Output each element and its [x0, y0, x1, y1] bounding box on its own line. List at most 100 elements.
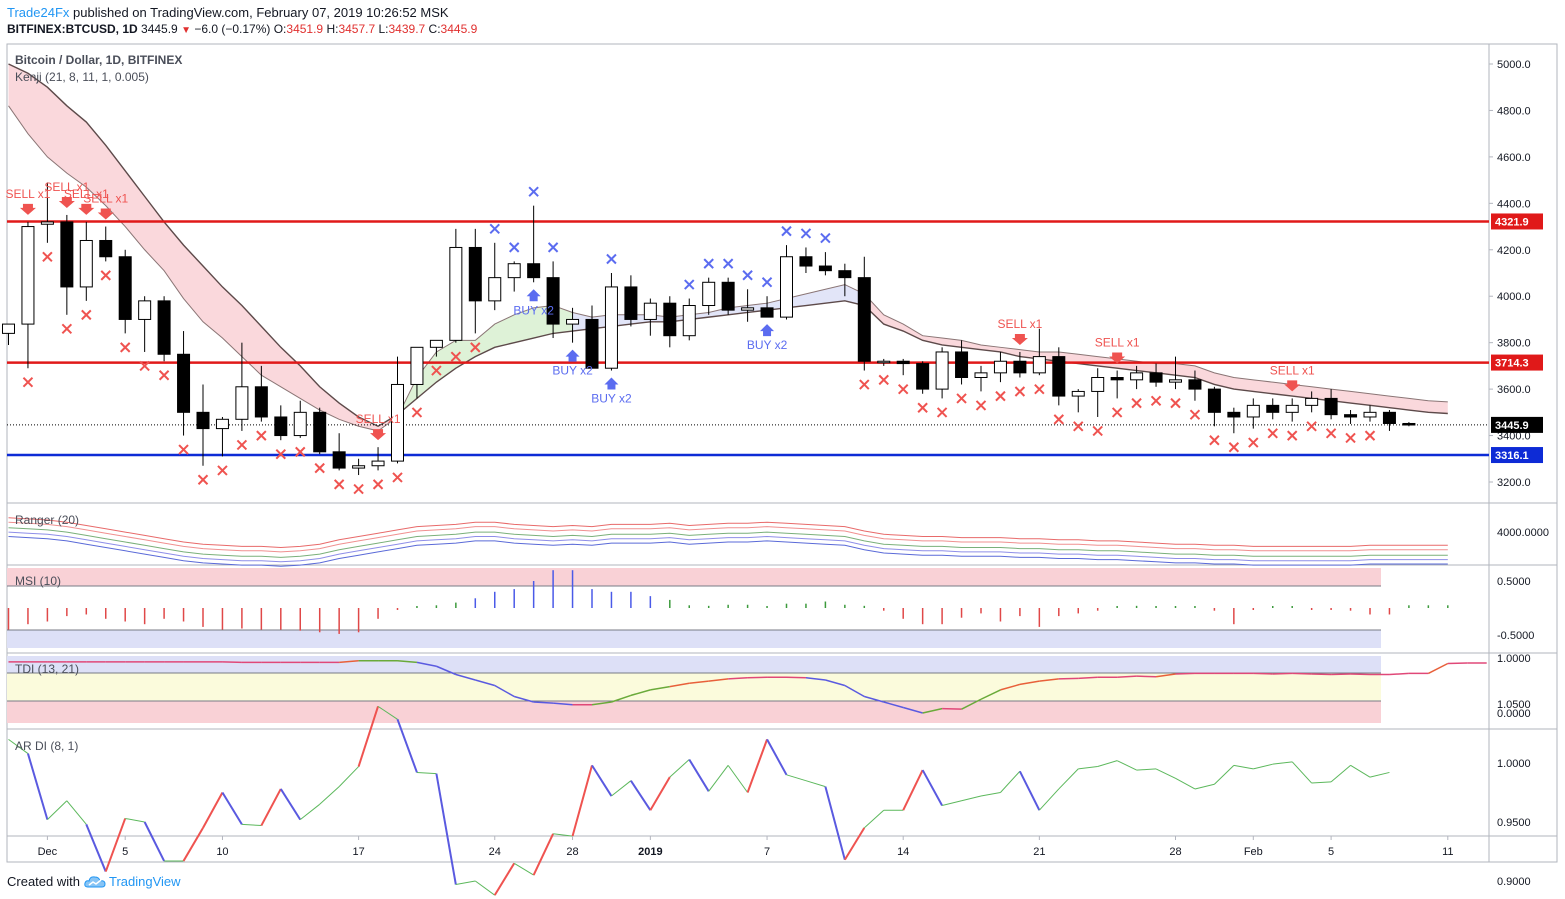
sell-arrow-icon	[1011, 333, 1028, 345]
bearish-candle	[818, 265, 832, 272]
price-pane[interactable]: 5000.0 4800.0 4600.0 4400.0 4200.0 4000.0 3800…	[2, 53, 1544, 495]
price-tick-label: 3800.0	[1497, 338, 1531, 350]
ardi-line-segment	[630, 780, 652, 811]
tdi-tick-label: 0.0000	[1497, 708, 1531, 720]
close-label: C:	[428, 22, 441, 36]
ranger-band-1	[8, 517, 1448, 549]
bullish-candle	[643, 302, 657, 320]
ardi-line-segment	[241, 823, 262, 827]
price-tick-label: 3600.0	[1497, 384, 1531, 396]
close-value: 3445.9	[440, 22, 478, 36]
kenji-cloud-bearish	[8, 64, 398, 431]
publisher-line: Trade24Fx published on TradingView.com, …	[7, 5, 449, 20]
bullish-candle	[1246, 404, 1260, 418]
bearish-candle	[1052, 356, 1066, 397]
bullish-candle	[371, 460, 385, 467]
tdi-line-segment	[416, 661, 437, 667]
sell-signal-label: SELL x1	[83, 192, 128, 206]
sell-stop-cross	[353, 483, 364, 495]
sell-stop-cross	[392, 472, 403, 483]
ardi-line-segment	[766, 738, 788, 776]
ardi-line-segment	[279, 788, 302, 821]
bearish-candle	[663, 302, 677, 337]
time-tick-label: 28	[566, 846, 578, 858]
price-tick-label: 4000.0	[1497, 291, 1531, 303]
sell-stop-cross	[1189, 409, 1201, 420]
tdi-line-segment	[902, 706, 923, 714]
time-tick-label: 28	[1169, 846, 1181, 858]
ardi-line-segment	[1097, 760, 1118, 768]
ardi-line-segment	[299, 803, 321, 821]
buy-stop-cross	[800, 228, 812, 239]
bearish-candle	[177, 353, 191, 413]
ardi-line-segment	[1058, 768, 1079, 790]
sell-stop-cross	[1364, 430, 1376, 441]
ranger-pane[interactable]: 4000.0000 Ranger (20)	[8, 513, 1550, 567]
ardi-tick-label: 0.9500	[1497, 817, 1531, 829]
ranger-band-4	[8, 531, 1448, 563]
tdi-line-segment	[630, 689, 651, 697]
sell-arrow-icon	[58, 196, 75, 208]
buy-stop-cross	[508, 242, 520, 253]
tdi-line-segment	[1175, 672, 1195, 675]
bearish-candle	[585, 318, 599, 369]
tdi-line-segment	[494, 684, 515, 698]
time-tick-label: Dec	[38, 846, 58, 858]
tdi-line-segment	[786, 676, 806, 679]
ardi-line-segment	[319, 786, 340, 805]
buy-stop-cross	[742, 270, 753, 281]
msi-pane[interactable]: 0.5000 -0.5000 MSI (10)	[7, 568, 1534, 648]
ardi-line-segment	[532, 833, 555, 876]
open-label: O:	[273, 22, 287, 36]
price-tick-label: 4200.0	[1497, 245, 1531, 257]
ardi-line-segment	[1330, 764, 1351, 783]
bearish-candle	[546, 277, 560, 325]
sell-stop-cross	[1286, 430, 1298, 441]
tdi-line-segment	[1155, 673, 1176, 678]
tdi-line-segment	[1039, 678, 1059, 682]
publisher-name[interactable]: Trade24Fx	[7, 5, 70, 20]
time-axis[interactable]: Dec 5 10 17 24 28 2019 7 14 21 28 Feb 5 11	[38, 836, 1454, 858]
sell-stop-cross	[1034, 383, 1045, 395]
msi-indicator-label: MSI (10)	[15, 574, 61, 588]
ardi-line-segment	[1194, 783, 1215, 790]
tdi-line-segment	[864, 695, 884, 703]
bearish-candle	[1402, 422, 1416, 426]
sell-arrow-icon	[19, 203, 36, 215]
open-value: 3451.9	[286, 22, 324, 36]
bullish-candle	[215, 418, 229, 430]
sell-stop-cross	[1170, 397, 1181, 409]
sell-stop-cross	[236, 439, 248, 451]
created-with-text: Created with	[7, 874, 80, 889]
ardi-line-segment	[377, 705, 398, 720]
sell-stop-cross	[217, 465, 228, 476]
ardi-line-segment	[688, 758, 710, 792]
tdi-line-segment	[942, 707, 962, 710]
sell-arrow-icon	[97, 208, 114, 220]
bullish-candle	[780, 256, 793, 318]
tradingview-brand[interactable]: TradingView	[108, 874, 181, 889]
ardi-line-segment	[611, 780, 632, 797]
ranger-band-2	[8, 521, 1448, 553]
buy-signal-label: BUY x2	[747, 338, 788, 352]
sell-signal-label: SELL x1	[64, 187, 109, 201]
sell-stop-cross	[119, 342, 131, 353]
bearish-candle	[1324, 397, 1338, 416]
buy-stop-cross	[547, 242, 559, 253]
ardi-line-segment	[513, 862, 534, 876]
tdi-line-segment	[961, 698, 982, 710]
last-price: 3445.9	[141, 22, 178, 36]
time-tick-label: 21	[1033, 846, 1045, 858]
ardi-line-segment	[1155, 768, 1176, 779]
bullish-candle	[449, 246, 463, 341]
bearish-candle	[799, 256, 813, 267]
tdi-pane[interactable]: 1.0000 0.0000 TDI (13, 21)	[7, 653, 1531, 723]
sell-stop-cross	[139, 360, 150, 372]
ardi-line-segment	[1369, 771, 1390, 778]
sell-stop-cross	[450, 351, 462, 362]
ardi-pane[interactable]: 1.0500 1.0000 0.9500 0.9000 AR DI (8, 1)	[8, 699, 1531, 896]
sell-stop-cross	[470, 342, 481, 353]
ardi-line-segment	[649, 776, 671, 811]
sell-stop-cross	[42, 251, 53, 263]
